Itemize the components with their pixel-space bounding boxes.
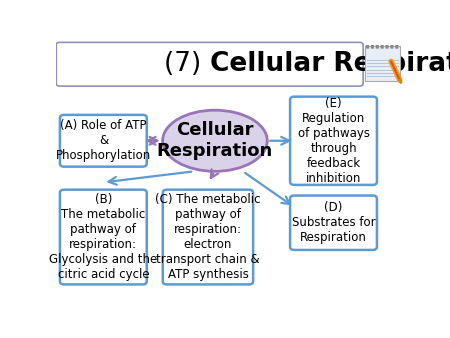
Text: (7): (7) [164, 51, 210, 77]
FancyBboxPatch shape [290, 196, 377, 250]
Text: (D)
Substrates for
Respiration: (D) Substrates for Respiration [292, 201, 375, 244]
Text: (E)
Regulation
of pathways
through
feedback
inhibition: (E) Regulation of pathways through feedb… [297, 97, 369, 185]
FancyBboxPatch shape [56, 42, 363, 86]
FancyBboxPatch shape [371, 45, 374, 49]
FancyBboxPatch shape [60, 190, 147, 284]
Text: Cellular Respiration: Cellular Respiration [210, 51, 450, 77]
FancyBboxPatch shape [60, 115, 147, 167]
FancyBboxPatch shape [386, 45, 389, 49]
FancyBboxPatch shape [395, 45, 398, 49]
Ellipse shape [162, 110, 267, 171]
Text: (B)
The metabolic
pathway of
respiration:
Glycolysis and the
citric acid cycle: (B) The metabolic pathway of respiration… [49, 193, 158, 281]
Text: (C) The metabolic
pathway of
respiration:
electron
transport chain &
ATP synthes: (C) The metabolic pathway of respiration… [155, 193, 261, 281]
FancyBboxPatch shape [365, 46, 400, 81]
FancyBboxPatch shape [381, 45, 384, 49]
FancyBboxPatch shape [376, 45, 379, 49]
FancyBboxPatch shape [163, 190, 253, 284]
Text: Cellular
Respiration: Cellular Respiration [157, 121, 273, 160]
Text: (A) Role of ATP
&
Phosphorylation: (A) Role of ATP & Phosphorylation [56, 119, 151, 162]
FancyBboxPatch shape [390, 45, 393, 49]
FancyBboxPatch shape [290, 97, 377, 185]
FancyBboxPatch shape [366, 45, 369, 49]
